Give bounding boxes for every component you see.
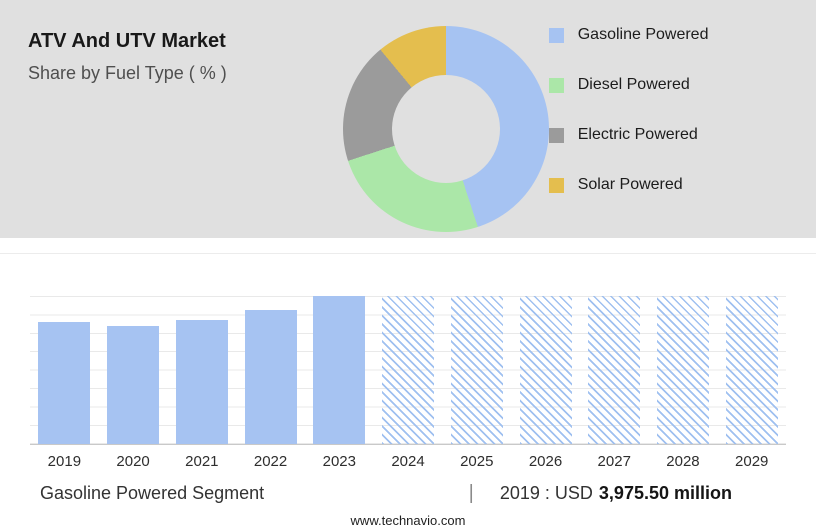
forecast-bar [382,296,435,444]
bar-slot [236,296,305,444]
legend-label: Diesel Powered [577,76,690,93]
x-tick-label: 2023 [322,453,356,470]
bar [244,310,297,444]
bar-slot [580,296,649,444]
donut-chart [342,26,549,232]
top-panel: ATV And UTV Market Share by Fuel Type ( … [0,0,816,238]
bar-slot [511,296,580,444]
bar-chart-panel: 2019 2020 2021 2022 2023 2024 2025 2026 2027 2028… [30,296,786,470]
bar-slot [99,296,168,444]
bar [313,296,366,444]
legend-swatch [548,127,564,143]
donut-ring [342,26,549,232]
x-tick-label: 2022 [253,453,288,470]
x-tick-label: 2019 [47,453,82,470]
title-block: ATV And UTV Market Share by Fuel Type ( … [0,0,317,238]
x-tick-label: 2028 [666,453,700,470]
value-line: 2019 : USD 3,975.50 million [500,483,732,504]
x-tick-label: 2027 [597,453,631,470]
x-tick-label: 2029 [735,453,769,470]
x-tick-label: 2021 [185,453,219,470]
forecast-bar [656,296,709,444]
legend-label: Solar Powered [577,176,683,193]
bar [107,326,160,444]
legend-item: Solar Powered [548,160,772,210]
value-prefix: 2019 : USD [499,483,593,503]
legend-item: Diesel Powered [548,60,772,110]
x-tick-label: 2024 [391,453,425,470]
legend-swatch [548,177,564,193]
legend-item: Electric Powered [548,110,772,160]
page-subtitle: Share by Fuel Type ( % ) [28,63,227,83]
x-tick-label: 2020 [116,453,150,470]
page-title: ATV And UTV Market [28,30,226,52]
bar-slot [442,296,511,444]
bar-slot [305,296,374,444]
legend-swatch [548,27,564,43]
x-tick-label: 2026 [528,453,563,470]
bar-chart-plot-area [30,296,786,445]
caption-row: Gasoline Powered Segment | 2019 : USD 3,9… [40,482,732,505]
legend: Gasoline Powered Diesel Powered Electric P… [548,10,772,238]
legend-label: Electric Powered [577,126,698,143]
separator: | [468,482,474,504]
bars-container [30,296,786,444]
bar-slot [374,296,443,444]
value-amount: 3,975.50 million [598,483,732,503]
bar [175,320,228,444]
x-axis-labels: 2019 2020 2021 2022 2023 2024 2025 2026 2027 2028… [30,453,786,470]
x-tick-label: 2025 [460,453,494,470]
legend-swatch [548,77,564,93]
bar-slot [717,296,786,444]
bar-slot [649,296,718,444]
forecast-bar [725,296,778,444]
bar-slot [30,296,99,444]
website-text: www.technavio.com [350,513,466,528]
section-divider [0,253,816,254]
legend-label: Gasoline Powered [577,26,709,43]
forecast-bar [519,296,572,444]
forecast-bar [450,296,503,444]
bar-slot [167,296,236,444]
bar [38,322,91,444]
forecast-bar [588,296,641,444]
segment-label: Gasoline Powered Segment [40,483,265,503]
legend-item: Gasoline Powered [548,10,772,60]
